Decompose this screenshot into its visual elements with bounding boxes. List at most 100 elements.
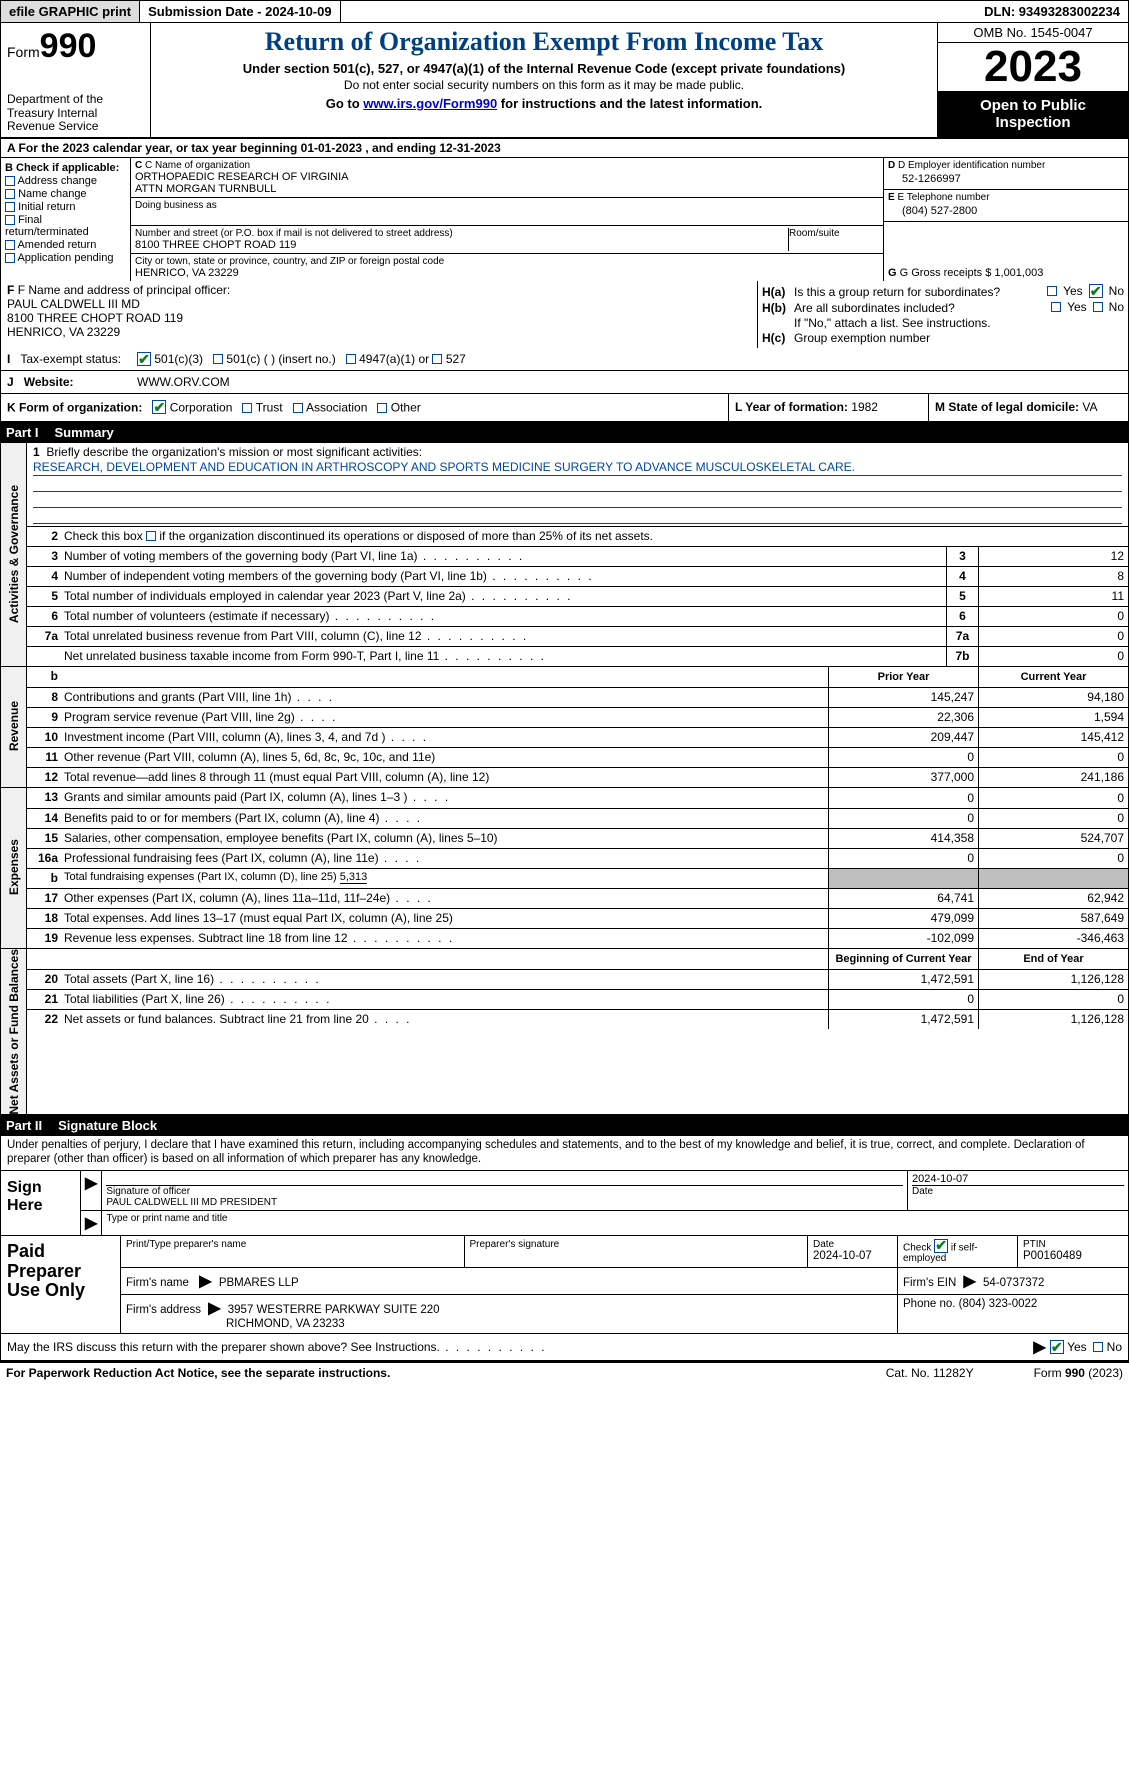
preparer-date: 2024-10-07 [813,1250,892,1262]
checkbox-discuss-yes[interactable]: ✔ [1050,1340,1064,1354]
section-deg: D D Employer identification number 52-12… [883,158,1128,281]
val-4: 8 [978,567,1128,586]
exp-14-prior: 0 [828,809,978,828]
dln: DLN: 93493283002234 [976,1,1128,22]
efile-print-button[interactable]: efile GRAPHIC print [1,1,140,22]
exp-19-prior: -102,099 [828,929,978,948]
section-net-assets: Net Assets or Fund Balances Beginning of… [0,949,1129,1116]
paid-preparer-block: Paid Preparer Use Only Print/Type prepar… [0,1236,1129,1335]
line-a: A For the 2023 calendar year, or tax yea… [0,139,1129,158]
row-j: J Website: WWW.ORV.COM [0,371,1129,394]
section-activities: Activities & Governance 1 Briefly descri… [0,443,1129,667]
row-klm: K Form of organization: ✔ Corporation Tr… [0,394,1129,422]
officer-signature-name: PAUL CALDWELL III MD PRESIDENT [106,1197,277,1208]
sign-date: 2024-10-07 [912,1173,1124,1185]
rev-12-prior: 377,000 [828,768,978,787]
val-3: 12 [978,547,1128,566]
net-20-eoy: 1,126,128 [978,970,1128,989]
checkbox-other[interactable] [377,403,387,413]
val-6: 0 [978,607,1128,626]
rev-10-prior: 209,447 [828,728,978,747]
section-expenses: Expenses 13Grants and similar amounts pa… [0,788,1129,949]
checkbox-501c[interactable] [213,354,223,364]
exp-15-prior: 414,358 [828,829,978,848]
exp-14-curr: 0 [978,809,1128,828]
org-address: 8100 THREE CHOPT ROAD 119 [135,239,788,251]
state-domicile: VA [1082,400,1097,414]
exp-15-curr: 524,707 [978,829,1128,848]
checkbox-application-pending[interactable] [5,253,15,263]
form-header: Form990 Department of the Treasury Inter… [0,23,1129,139]
section-h: H(a)Is this a group return for subordina… [758,281,1128,348]
officer-name: PAUL CALDWELL III MD [7,297,751,311]
exp-13-prior: 0 [828,788,978,808]
tax-year: 2023 [938,43,1128,91]
page-footer: For Paperwork Reduction Act Notice, see … [0,1361,1129,1383]
checkbox-ha-yes[interactable] [1047,286,1057,296]
top-bar: efile GRAPHIC print Submission Date - 20… [0,0,1129,23]
exp-19-curr: -346,463 [978,929,1128,948]
org-name: ORTHOPAEDIC RESEARCH OF VIRGINIA ATTN MO… [135,171,879,195]
fundraising-total: 5,313 [340,871,368,884]
paid-preparer-label: Paid Preparer Use Only [1,1236,121,1334]
rev-11-prior: 0 [828,748,978,767]
signature-declaration: Under penalties of perjury, I declare th… [0,1136,1129,1171]
part-ii-header: Part IISignature Block [0,1115,1129,1136]
checkbox-4947[interactable] [346,354,356,364]
net-21-eoy: 0 [978,990,1128,1009]
instructions-note: Go to www.irs.gov/Form990 for instructio… [161,96,927,111]
rev-9-prior: 22,306 [828,708,978,727]
row-i: I Tax-exempt status: ✔ 501(c)(3) 501(c) … [0,348,1129,371]
vtab-net-assets: Net Assets or Fund Balances [7,949,21,1115]
ssn-note: Do not enter social security numbers on … [161,78,927,92]
org-city: HENRICO, VA 23229 [135,267,879,279]
mission-text: RESEARCH, DEVELOPMENT AND EDUCATION IN A… [33,459,1122,476]
checkbox-hb-no[interactable] [1093,302,1103,312]
rev-8-prior: 145,247 [828,688,978,707]
checkbox-501c3[interactable]: ✔ [137,352,151,366]
checkbox-amended-return[interactable] [5,240,15,250]
checkbox-hb-yes[interactable] [1051,302,1061,312]
block-fh: F F Name and address of principal office… [0,281,1129,348]
checkbox-527[interactable] [432,354,442,364]
section-revenue: Revenue bPrior YearCurrent Year 8Contrib… [0,667,1129,788]
rev-8-curr: 94,180 [978,688,1128,707]
checkbox-final-return[interactable] [5,215,15,225]
checkbox-name-change[interactable] [5,189,15,199]
exp-13-curr: 0 [978,788,1128,808]
sign-here-block: Sign Here ▶ Signature of officerPAUL CAL… [0,1171,1129,1236]
checkbox-discontinued[interactable] [146,531,156,541]
discuss-row: May the IRS discuss this return with the… [0,1334,1129,1361]
section-b: B Check if applicable: Address change Na… [1,158,131,281]
rev-12-curr: 241,186 [978,768,1128,787]
checkbox-trust[interactable] [242,403,252,413]
form-title: Return of Organization Exempt From Incom… [161,27,927,57]
cat-no: Cat. No. 11282Y [886,1366,974,1380]
checkbox-address-change[interactable] [5,176,15,186]
form-subtitle: Under section 501(c), 527, or 4947(a)(1)… [161,61,927,76]
net-21-boy: 0 [828,990,978,1009]
checkbox-corporation[interactable]: ✔ [152,400,166,414]
exp-17-curr: 62,942 [978,889,1128,908]
irs-link[interactable]: www.irs.gov/Form990 [363,96,497,111]
open-to-public: Open to Public Inspection [938,91,1128,137]
ptin: P00160489 [1023,1250,1123,1262]
firm-phone: (804) 323-0022 [959,1298,1038,1310]
checkbox-discuss-no[interactable] [1093,1342,1103,1352]
checkbox-self-employed[interactable]: ✔ [934,1239,948,1253]
checkbox-ha-no[interactable]: ✔ [1089,284,1103,298]
firm-name: PBMARES LLP [219,1277,299,1289]
exp-17-prior: 64,741 [828,889,978,908]
checkbox-initial-return[interactable] [5,202,15,212]
net-22-eoy: 1,126,128 [978,1010,1128,1029]
rev-11-curr: 0 [978,748,1128,767]
val-5: 11 [978,587,1128,606]
arrow-icon: ▶ [81,1211,102,1235]
arrow-icon: ▶ [81,1171,102,1210]
firm-ein: 54-0737372 [983,1277,1044,1289]
form-number: Form990 [7,27,144,66]
sign-here-label: Sign Here [1,1171,81,1235]
val-7b: 0 [978,647,1128,666]
checkbox-association[interactable] [293,403,303,413]
val-7a: 0 [978,627,1128,646]
